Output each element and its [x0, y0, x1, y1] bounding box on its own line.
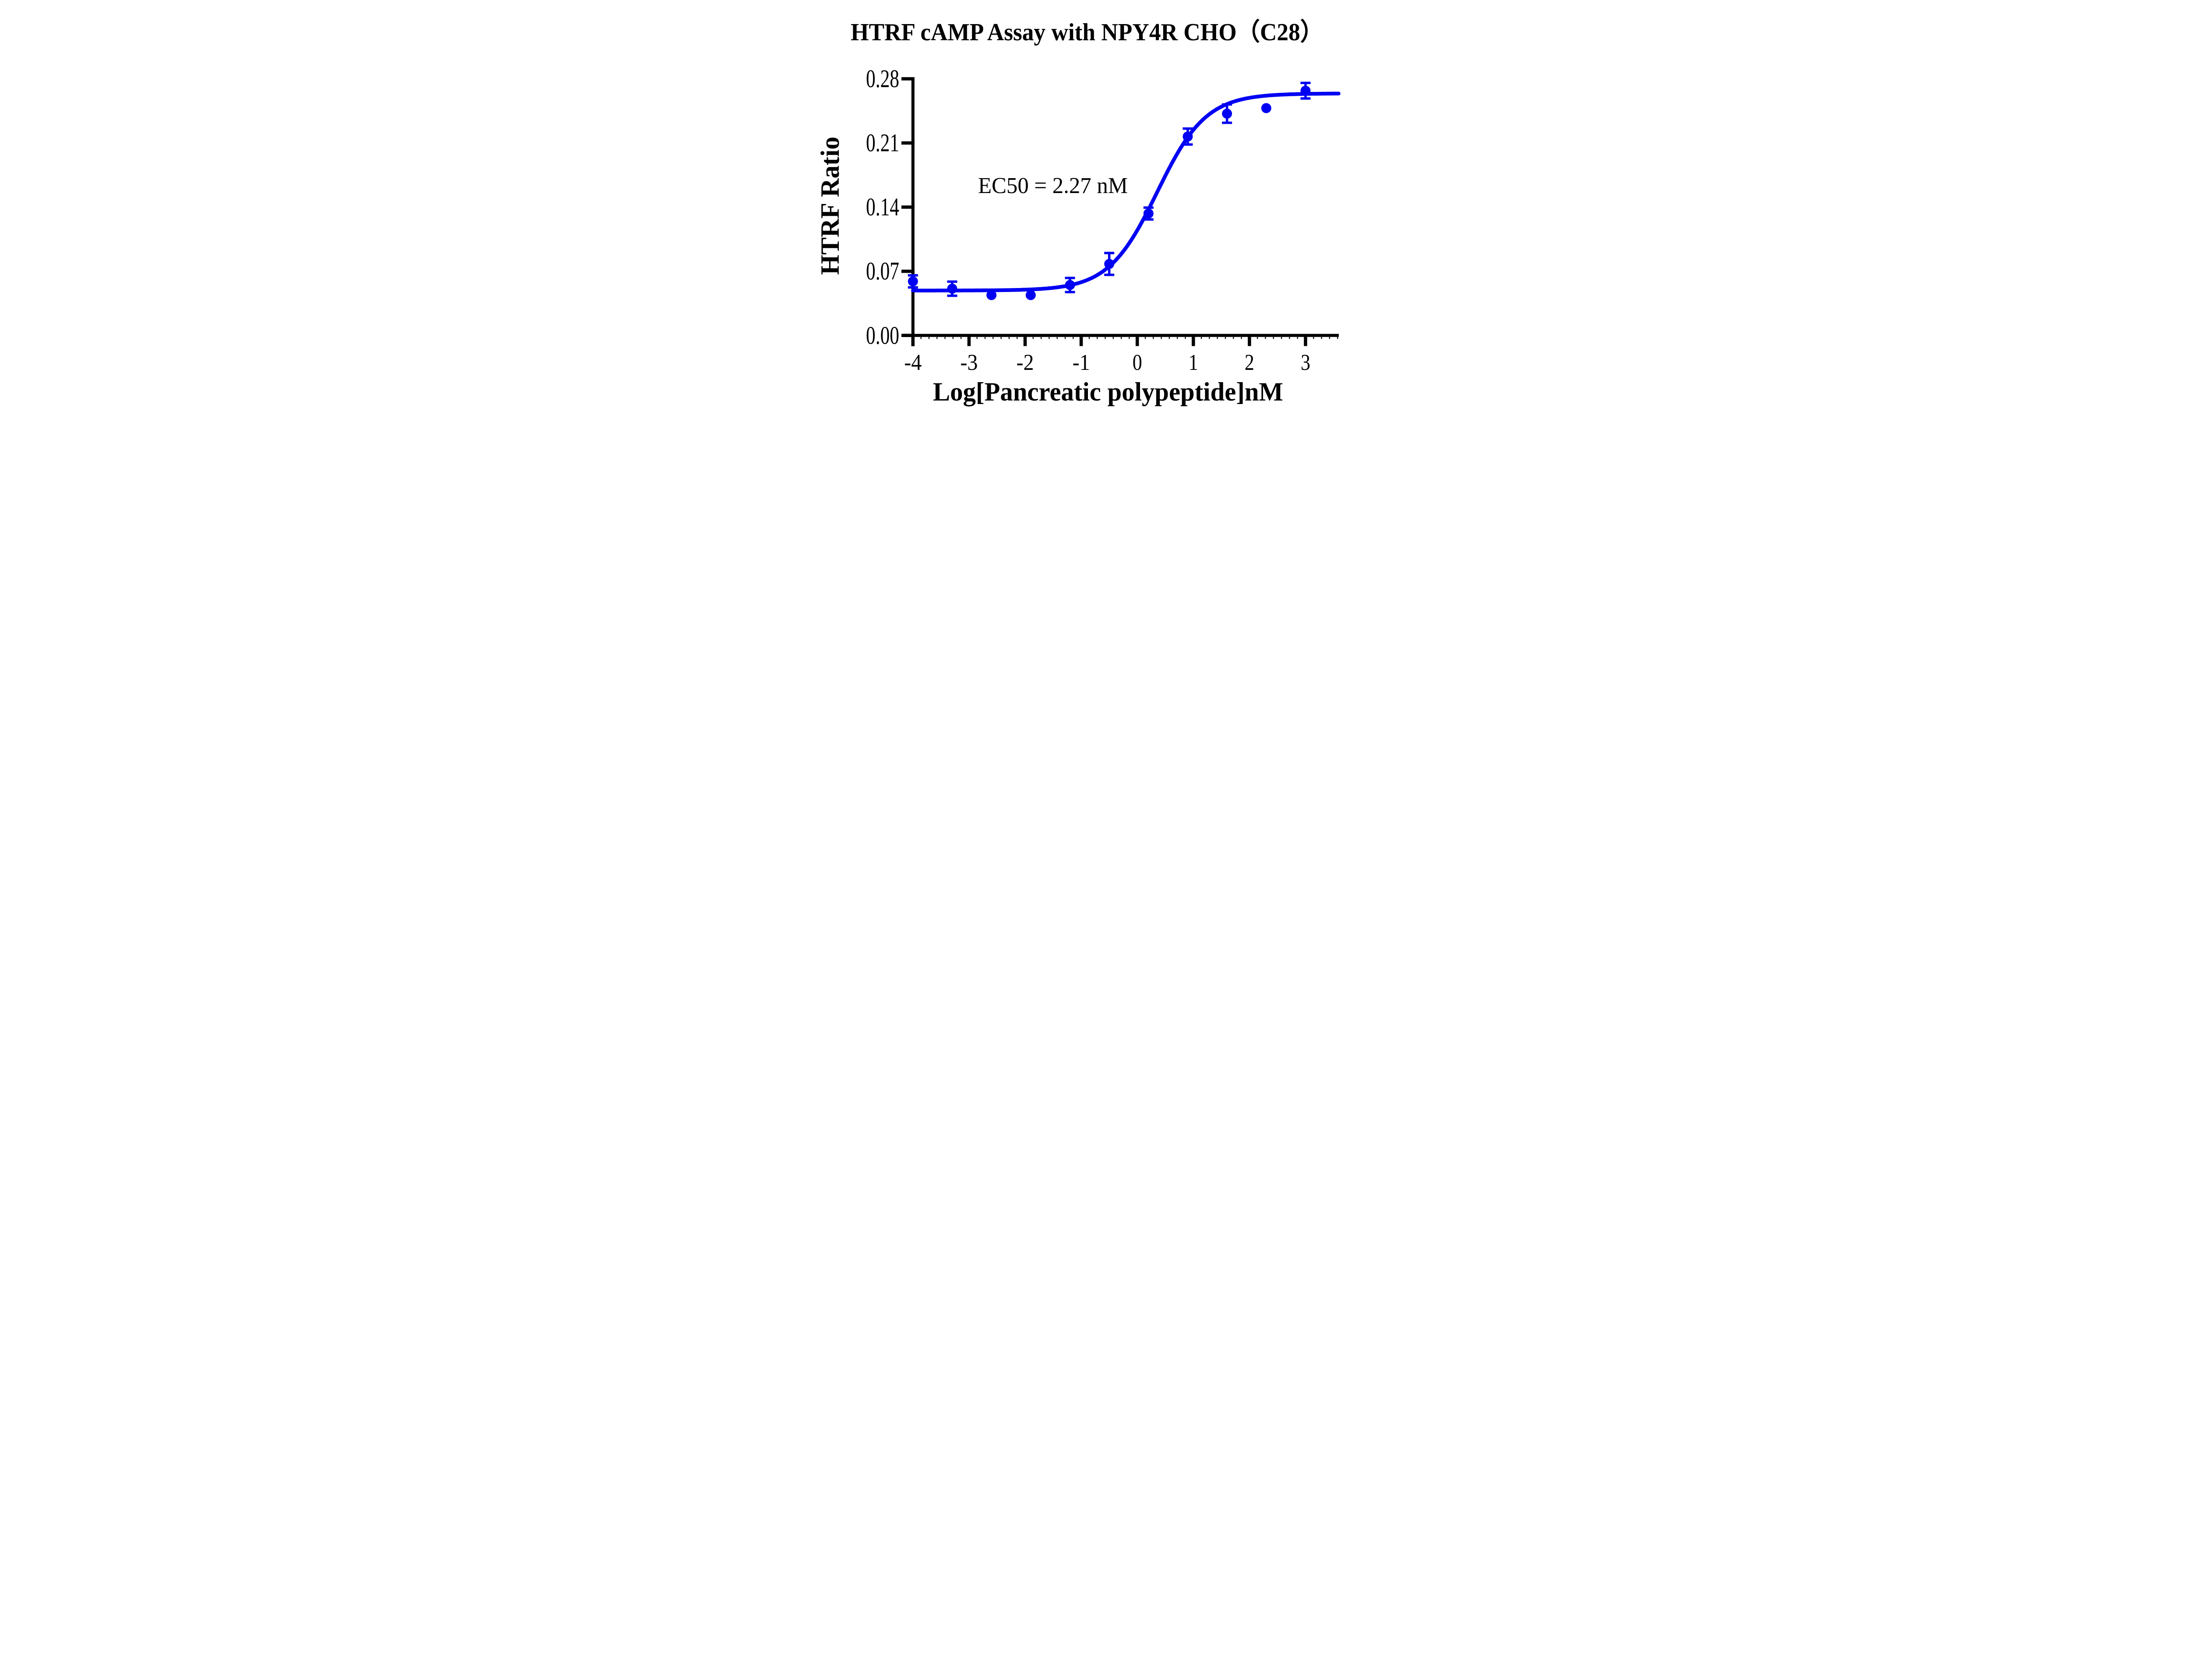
chart-title: HTRF cAMP Assay with NPY4R CHO（C28）: [851, 18, 1323, 46]
data-points-layer: [908, 81, 1311, 300]
y-tick-label: 0.28: [866, 64, 899, 93]
data-point-marker: [1025, 290, 1036, 300]
x-tick-label: 1: [1189, 350, 1198, 375]
data-point-marker: [1182, 131, 1193, 142]
data-point-marker: [947, 284, 957, 294]
y-tick-label: 0.07: [866, 257, 899, 285]
ec50-annotation: EC50 = 2.27 nM: [978, 173, 1128, 198]
data-point-marker: [1104, 259, 1115, 269]
y-axis-title: HTRF Ratio: [816, 137, 845, 275]
x-tick-label: -1: [1073, 350, 1090, 375]
x-tick-label: 0: [1133, 350, 1142, 375]
data-point-marker: [1222, 109, 1232, 119]
data-point-marker: [1143, 208, 1154, 219]
x-tick-label: -2: [1017, 350, 1034, 375]
data-point-marker: [986, 290, 997, 300]
data-point-marker: [1065, 280, 1075, 290]
data-point-marker: [1300, 85, 1311, 96]
chart-figure: HTRF cAMP Assay with NPY4R CHO（C28） HTRF…: [805, 0, 1384, 420]
x-tick-label: 2: [1245, 350, 1254, 375]
x-tick-label: -4: [904, 350, 922, 375]
fit-curve: [911, 91, 1341, 292]
y-tick-label: 0.21: [866, 129, 899, 157]
data-point-marker: [1261, 103, 1271, 113]
dose-response-chart: HTRF cAMP Assay with NPY4R CHO（C28） HTRF…: [816, 18, 1341, 406]
x-tick-label: 3: [1301, 350, 1310, 375]
fit-curve-layer: [911, 91, 1341, 292]
x-tick-label: -3: [960, 350, 978, 375]
x-axis-title: Log[Pancreatic polypeptide]nM: [933, 377, 1283, 406]
data-point-marker: [908, 276, 918, 287]
y-tick-label: 0.14: [866, 193, 899, 221]
axes: -4 -3 -2 -1 0 1 2 3 0.00 0.07 0.14 0.21 0.28: [866, 64, 1339, 375]
y-tick-label: 0.00: [866, 321, 899, 349]
